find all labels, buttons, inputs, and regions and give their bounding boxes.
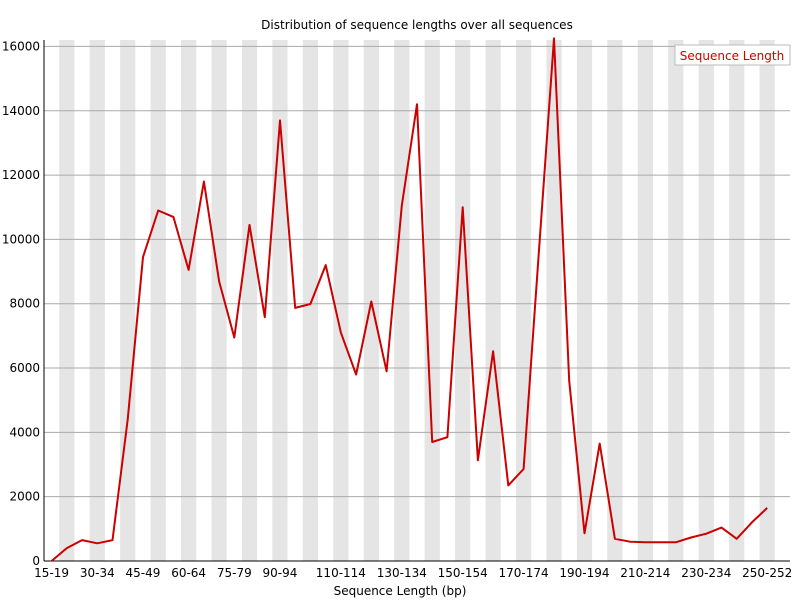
band bbox=[546, 40, 562, 561]
band bbox=[576, 40, 593, 561]
band bbox=[181, 40, 197, 561]
y-tick-label: 0 bbox=[32, 554, 40, 568]
band bbox=[698, 40, 714, 561]
x-tick-label: 130-134 bbox=[377, 566, 427, 580]
band bbox=[89, 40, 105, 561]
x-tick-label: 110-114 bbox=[316, 566, 366, 580]
legend: Sequence Length bbox=[674, 44, 791, 66]
x-tick-label: 170-174 bbox=[499, 566, 549, 580]
band bbox=[302, 40, 319, 561]
legend-box bbox=[674, 44, 791, 66]
x-tick-label: 60-64 bbox=[171, 566, 206, 580]
series-line-sequence-length bbox=[50, 37, 768, 562]
band bbox=[150, 40, 166, 561]
y-tick-label: 4000 bbox=[9, 425, 40, 439]
band bbox=[637, 40, 653, 561]
band bbox=[333, 40, 349, 561]
axes bbox=[43, 40, 790, 562]
y-tick-label: 6000 bbox=[9, 361, 40, 375]
band bbox=[668, 40, 684, 561]
band bbox=[607, 40, 623, 561]
series-lines bbox=[50, 37, 768, 562]
x-axis-ticks: 15-19 30-34 45-49 60-64 75-79 90-94 110-114 130… bbox=[34, 566, 792, 580]
legend-entry: Sequence Length bbox=[680, 49, 784, 63]
x-tick-label: 190-194 bbox=[559, 566, 609, 580]
band bbox=[394, 40, 410, 561]
y-tick-label: 10000 bbox=[2, 232, 40, 246]
band bbox=[485, 40, 501, 561]
x-tick-label: 90-94 bbox=[263, 566, 298, 580]
band bbox=[455, 40, 471, 561]
band bbox=[363, 40, 379, 561]
band bbox=[729, 40, 745, 561]
x-tick-label: 30-34 bbox=[80, 566, 115, 580]
band bbox=[759, 40, 775, 561]
y-tick-label: 14000 bbox=[2, 104, 40, 118]
band bbox=[241, 40, 258, 561]
band bbox=[515, 40, 532, 561]
x-tick-label: 45-49 bbox=[126, 566, 161, 580]
x-tick-label: 15-19 bbox=[34, 566, 69, 580]
y-axis-ticks: 0 2000 4000 6000 8000 10000 12000 14000 16000 bbox=[2, 39, 40, 568]
x-tick-label: 250-252 bbox=[742, 566, 792, 580]
chart-title: Distribution of sequence lengths over al… bbox=[261, 18, 573, 32]
band bbox=[120, 40, 136, 561]
x-tick-label: 150-154 bbox=[438, 566, 488, 580]
band bbox=[272, 40, 288, 561]
band bbox=[424, 40, 440, 561]
x-tick-label: 230-234 bbox=[681, 566, 731, 580]
y-tick-label: 16000 bbox=[2, 39, 40, 53]
band bbox=[211, 40, 227, 561]
y-tick-label: 8000 bbox=[9, 297, 40, 311]
x-axis-label: Sequence Length (bp) bbox=[334, 584, 467, 598]
y-tick-label: 12000 bbox=[2, 168, 40, 182]
x-tick-label: 75-79 bbox=[217, 566, 252, 580]
y-tick-label: 2000 bbox=[9, 490, 40, 504]
band bbox=[59, 40, 75, 561]
x-tick-label: 210-214 bbox=[620, 566, 670, 580]
